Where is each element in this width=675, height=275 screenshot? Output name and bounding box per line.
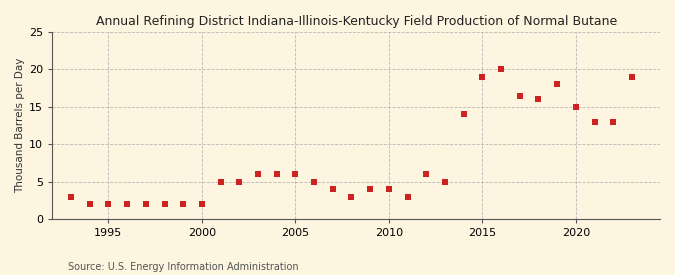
Point <box>608 120 619 124</box>
Point <box>477 75 488 79</box>
Point <box>178 202 188 206</box>
Point <box>234 179 245 184</box>
Point <box>308 179 319 184</box>
Point <box>159 202 170 206</box>
Point <box>551 82 562 87</box>
Point <box>346 194 357 199</box>
Point <box>84 202 95 206</box>
Point <box>65 194 76 199</box>
Point <box>533 97 544 101</box>
Point <box>495 67 506 72</box>
Point <box>103 202 114 206</box>
Title: Annual Refining District Indiana-Illinois-Kentucky Field Production of Normal Bu: Annual Refining District Indiana-Illinoi… <box>96 15 617 28</box>
Point <box>514 93 525 98</box>
Point <box>421 172 432 176</box>
Point <box>458 112 469 116</box>
Point <box>364 187 375 191</box>
Point <box>252 172 263 176</box>
Point <box>140 202 151 206</box>
Point <box>327 187 338 191</box>
Point <box>196 202 207 206</box>
Point <box>570 104 581 109</box>
Y-axis label: Thousand Barrels per Day: Thousand Barrels per Day <box>15 58 25 193</box>
Text: Source: U.S. Energy Information Administration: Source: U.S. Energy Information Administ… <box>68 262 298 272</box>
Point <box>589 120 600 124</box>
Point <box>383 187 394 191</box>
Point <box>290 172 301 176</box>
Point <box>215 179 226 184</box>
Point <box>402 194 413 199</box>
Point <box>271 172 282 176</box>
Point <box>122 202 132 206</box>
Point <box>626 75 637 79</box>
Point <box>439 179 450 184</box>
